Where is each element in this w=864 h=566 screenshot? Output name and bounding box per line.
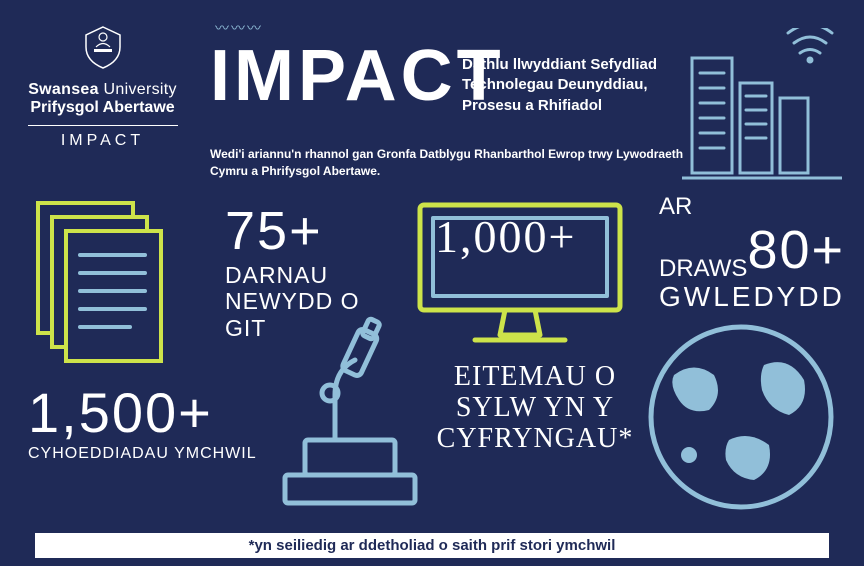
microscope-icon bbox=[275, 315, 425, 510]
subtitle: Dathlu llwyddiant Sefydliad Technolegau … bbox=[462, 55, 672, 116]
stat-countries-value: 80+ bbox=[747, 219, 845, 281]
stat-publications-label: CYHOEDDIADAU YMCHWIL bbox=[28, 445, 257, 463]
divider bbox=[28, 125, 178, 126]
stat-publications-value: 1,500+ bbox=[28, 380, 257, 445]
globe-icon bbox=[644, 320, 839, 515]
stat-countries-label: GWLEDYDD bbox=[659, 281, 844, 313]
main-title: IMPACT bbox=[210, 35, 505, 117]
logo-sublabel: IMPACT bbox=[15, 132, 190, 150]
stat-media-value: 1,000+ bbox=[435, 210, 576, 263]
documents-icon bbox=[30, 195, 170, 365]
stat-equipment-value: 75+ bbox=[225, 200, 380, 262]
stat-media-label: EITEMAU O SYLW YN Y CYFRYNGAU* bbox=[430, 362, 640, 454]
uni-name-cy: Prifysgol Abertawe bbox=[15, 99, 190, 117]
stat-publications: 1,500+ CYHOEDDIADAU YMCHWIL bbox=[28, 380, 257, 463]
university-logo-block: Swansea University Prifysgol Abertawe IM… bbox=[15, 25, 190, 150]
crest-icon bbox=[78, 25, 128, 70]
funding-text: Wedi'i ariannu'n rhannol gan Gronfa Datb… bbox=[210, 146, 690, 180]
footnote: *yn seiliedig ar ddetholiad o saith prif… bbox=[35, 533, 829, 558]
city-icon bbox=[682, 28, 842, 183]
stat-countries: AR DRAWS 80+ GWLEDYDD bbox=[659, 195, 844, 313]
uni-name-en: Swansea University bbox=[15, 81, 190, 99]
